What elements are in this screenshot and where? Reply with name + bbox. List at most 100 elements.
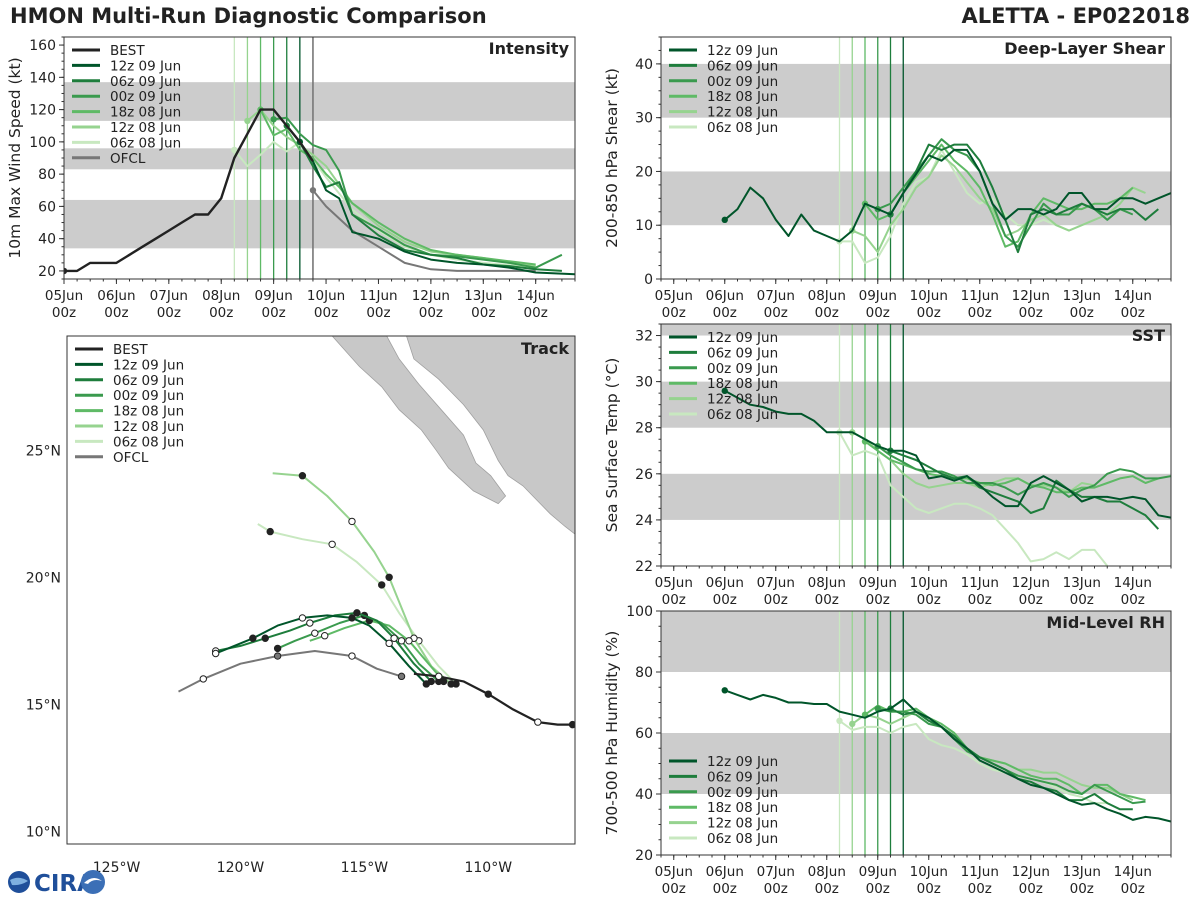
shear-series-12z-09-jun bbox=[724, 148, 1171, 243]
intensity-legend-label: 06z 09 Jun bbox=[110, 74, 181, 90]
track-point-12z-09-jun bbox=[348, 614, 356, 622]
intensity-ytick-label: 160 bbox=[29, 38, 56, 54]
rh-xtick-label-day: 06Jun bbox=[706, 864, 744, 880]
sst-xtick-label-hour: 00z bbox=[968, 592, 992, 608]
shear-xtick-label-day: 05Jun bbox=[655, 288, 693, 304]
track-legend-label: 12z 09 Jun bbox=[113, 357, 184, 373]
intensity-series-18z-08-jun bbox=[259, 109, 536, 266]
shear-legend-label: 06z 09 Jun bbox=[707, 58, 778, 74]
sst-legend-label: 12z 08 Jun bbox=[707, 392, 778, 408]
shear-xtick-label-day: 14Jun bbox=[1114, 288, 1152, 304]
track-point-12z-09-jun bbox=[422, 680, 431, 688]
track-point-12z-08-jun bbox=[385, 573, 393, 581]
rh-xtick-label-hour: 00z bbox=[968, 881, 992, 897]
sst-series-00z-09-jun bbox=[877, 445, 1171, 498]
track-series-06z-09-jun bbox=[215, 611, 433, 683]
rh-xtick-label-day: 12Jun bbox=[1012, 864, 1050, 880]
track-legend-label: 18z 08 Jun bbox=[113, 404, 184, 420]
intensity-panel: 2040608010012014016005Jun00z06Jun00z07Ju… bbox=[6, 36, 576, 321]
intensity-xtick-label-day: 13Jun bbox=[464, 288, 502, 304]
track-legend-label: BEST bbox=[113, 342, 148, 358]
rh-band-1 bbox=[661, 611, 1171, 672]
intensity-xtick-label-day: 12Jun bbox=[412, 288, 450, 304]
rh-xtick-label-day: 05Jun bbox=[655, 864, 693, 880]
shear-xtick-label-hour: 00z bbox=[866, 305, 890, 321]
track-point-06z-08-jun bbox=[378, 581, 386, 589]
sst-legend-label: 18z 08 Jun bbox=[707, 376, 778, 392]
shear-xtick-label-hour: 00z bbox=[764, 305, 788, 321]
sst-xtick-label-day: 09Jun bbox=[859, 575, 897, 591]
rh-legend-label: 12z 09 Jun bbox=[707, 754, 778, 770]
intensity-xtick-label-day: 09Jun bbox=[255, 288, 293, 304]
sst-plot-area bbox=[661, 324, 1171, 566]
track-series-best bbox=[413, 672, 573, 726]
intensity-legend-label: 12z 08 Jun bbox=[110, 120, 181, 136]
rh-xtick-label-hour: 00z bbox=[713, 881, 737, 897]
intensity-xtick-label-day: 14Jun bbox=[517, 288, 555, 304]
sst-xtick-label-day: 10Jun bbox=[910, 575, 948, 591]
sst-ytick-label: 24 bbox=[635, 513, 653, 529]
track-point-12z-09-jun bbox=[385, 639, 393, 648]
track-point-ofcl bbox=[199, 675, 207, 683]
track-panel: 125°W 120°W 115°W 110°W 10°N 15°N 20°N 25°N Trac… bbox=[26, 335, 576, 876]
shear-marker-12z-09-jun bbox=[721, 216, 728, 224]
track-xtick-label: 110°W bbox=[464, 860, 512, 876]
shear-xtick-label-hour: 00z bbox=[713, 305, 737, 321]
sst-ytick-label: 26 bbox=[635, 467, 653, 483]
intensity-marker-06z-08-jun bbox=[231, 146, 238, 154]
track-legend-label: OFCL bbox=[113, 450, 149, 466]
intensity-legend-label: 18z 08 Jun bbox=[110, 105, 181, 121]
track-point-06z-09-jun bbox=[390, 634, 398, 642]
track-point-12z-08-jun bbox=[447, 680, 455, 688]
storm-title: ALETTA - EP022018 bbox=[961, 4, 1190, 28]
intensity-xtick-label-hour: 00z bbox=[314, 305, 338, 321]
rh-xtick-label-day: 14Jun bbox=[1114, 864, 1152, 880]
track-point-00z-09-jun bbox=[273, 644, 282, 653]
rh-ytick-label: 80 bbox=[635, 665, 653, 681]
sst-xtick-label-day: 13Jun bbox=[1063, 575, 1101, 591]
track-xtick-label: 125°W bbox=[93, 860, 141, 876]
rh-marker-12z-09-jun bbox=[721, 687, 728, 694]
shear-xtick-label-hour: 00z bbox=[1121, 305, 1145, 321]
sst-ytick-label: 30 bbox=[635, 375, 653, 391]
track-series-06z-08-jun bbox=[257, 523, 457, 685]
shear-legend-label: 06z 08 Jun bbox=[707, 120, 778, 136]
shear-xtick-label-day: 12Jun bbox=[1012, 288, 1050, 304]
track-point-ofcl bbox=[348, 652, 356, 660]
shear-xtick-label-day: 10Jun bbox=[910, 288, 948, 304]
track-legend-label: 06z 09 Jun bbox=[113, 373, 184, 389]
sst-xtick-label-hour: 00z bbox=[1070, 592, 1094, 608]
intensity-band-2 bbox=[64, 82, 575, 121]
sst-xtick-label-day: 05Jun bbox=[655, 575, 693, 591]
intensity-marker-best bbox=[64, 267, 68, 275]
intensity-xtick-label-hour: 00z bbox=[471, 305, 495, 321]
sst-panel-title: SST bbox=[1132, 326, 1165, 345]
rh-series-00z-09-jun bbox=[877, 707, 1146, 805]
track-xtick-label: 120°W bbox=[217, 860, 265, 876]
intensity-xtick-label-day: 11Jun bbox=[359, 288, 397, 304]
rh-ytick-label: 60 bbox=[635, 726, 653, 742]
shear-xtick-label-hour: 00z bbox=[662, 305, 686, 321]
intensity-ytick-label: 120 bbox=[29, 103, 56, 119]
intensity-xtick-label-hour: 00z bbox=[104, 305, 128, 321]
track-point-06z-08-jun bbox=[266, 527, 274, 536]
sst-series-06z-08-jun bbox=[838, 431, 1110, 566]
sst-xtick-label-hour: 00z bbox=[815, 592, 839, 608]
sst-xtick-label-hour: 00z bbox=[713, 592, 737, 608]
shear-xtick-label-day: 06Jun bbox=[706, 288, 744, 304]
shear-xtick-label-day: 09Jun bbox=[859, 288, 897, 304]
intensity-series-ofcl bbox=[312, 189, 536, 272]
land-baja bbox=[331, 336, 507, 505]
sst-xtick-label-day: 12Jun bbox=[1012, 575, 1050, 591]
track-point-06z-08-jun bbox=[328, 540, 336, 548]
rh-series-18z-08-jun bbox=[864, 704, 1146, 802]
shear-ytick-label: 20 bbox=[635, 164, 653, 180]
rh-xtick-label-hour: 00z bbox=[1070, 881, 1094, 897]
intensity-panel-title: Intensity bbox=[489, 39, 570, 58]
rh-xtick-label-hour: 00z bbox=[662, 881, 686, 897]
shear-plot-area bbox=[661, 37, 1171, 279]
track-point-ofcl bbox=[273, 652, 282, 660]
rh-xtick-label-day: 13Jun bbox=[1063, 864, 1101, 880]
track-point-best bbox=[435, 672, 443, 681]
rh-xtick-label-hour: 00z bbox=[917, 881, 941, 897]
